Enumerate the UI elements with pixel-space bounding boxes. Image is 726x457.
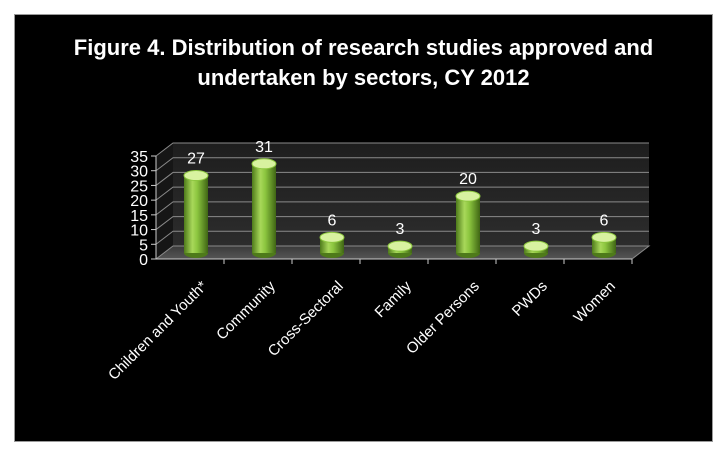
gridline — [155, 230, 649, 245]
data-label: 20 — [459, 171, 477, 188]
y-tick-label: 30 — [130, 164, 148, 181]
y-tick-label: 5 — [139, 237, 148, 254]
y-tick-label: 35 — [130, 149, 148, 166]
back-wall — [173, 143, 649, 246]
x-tick-label: PWDs — [509, 278, 551, 320]
x-tick-label: Older Persons — [403, 278, 483, 358]
y-tick-label: 20 — [130, 193, 148, 210]
data-label: 6 — [328, 212, 337, 229]
bar-body — [252, 163, 276, 253]
chart-title: Figure 4. Distribution of research studi… — [15, 33, 712, 93]
y-tick-label: 25 — [130, 178, 148, 195]
chart-frame: Figure 4. Distribution of research studi… — [14, 14, 713, 442]
data-label: 3 — [396, 221, 405, 238]
data-label: 3 — [532, 221, 541, 238]
data-label: 27 — [187, 151, 205, 168]
bar-top — [319, 231, 345, 243]
gridline — [155, 201, 649, 216]
x-tick-label: Community — [213, 277, 279, 343]
bar-older-persons — [455, 190, 481, 258]
data-label: 6 — [600, 212, 609, 229]
chart-title-line-2: undertaken by sectors, CY 2012 — [197, 65, 530, 90]
bar-top — [183, 170, 209, 182]
x-tick-label: Family — [372, 277, 416, 321]
bar-body — [184, 175, 208, 253]
side-wall — [156, 143, 173, 259]
bar-top — [387, 240, 413, 252]
bar-women — [591, 231, 617, 258]
gridline — [155, 216, 649, 230]
chart-title-line-1: Figure 4. Distribution of research studi… — [73, 35, 654, 60]
bar-community — [251, 158, 277, 258]
bar-children-and-youth — [183, 170, 209, 258]
gridline — [155, 186, 649, 201]
y-tick-label: 0 — [139, 252, 148, 269]
bar-top — [591, 231, 617, 243]
bar-body — [456, 196, 480, 253]
bar-top — [455, 190, 481, 202]
y-tick-label: 15 — [130, 208, 148, 225]
x-tick-label: Women — [570, 278, 618, 326]
bar-top — [523, 240, 549, 252]
gridline — [155, 171, 649, 186]
gridline — [155, 142, 649, 157]
data-label: 31 — [255, 139, 273, 156]
gridline — [155, 157, 649, 172]
bar-top — [251, 158, 277, 170]
bar-family — [387, 240, 413, 258]
bar-pwds — [523, 240, 549, 258]
x-tick-label: Children and Youth* — [105, 278, 211, 384]
y-tick-label: 10 — [130, 223, 148, 240]
bar-cross-sectoral — [319, 231, 345, 258]
